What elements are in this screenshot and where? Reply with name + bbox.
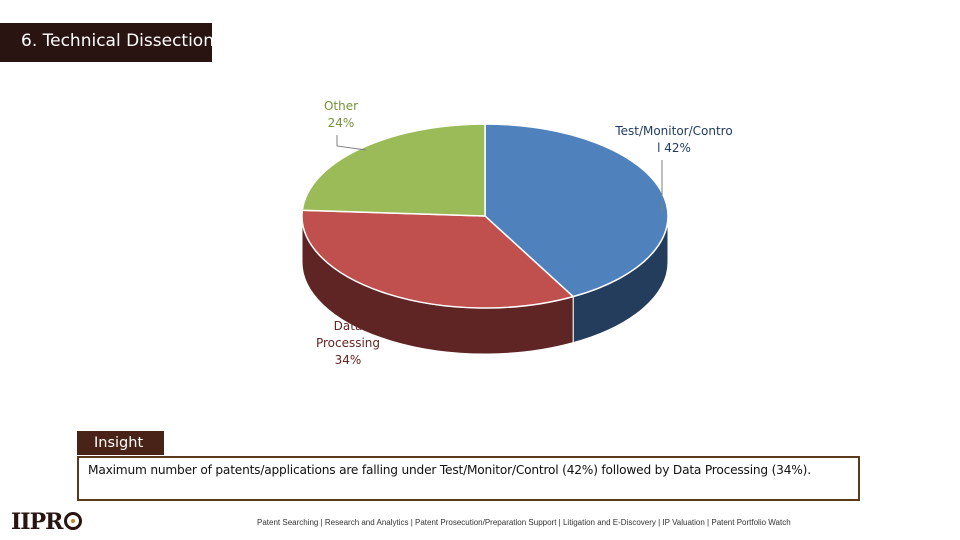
footer-services: Patent Searching | Research and Analytic… [257, 518, 791, 527]
pie-leader-lines [336, 135, 663, 212]
pie-tops [301, 123, 669, 309]
logo-text: IIPR [11, 509, 63, 535]
data-label-0: Test/Monitor/Contro l 42% [614, 124, 732, 155]
data-label-1: Data Processing 34% [316, 319, 380, 367]
insight-text: Maximum number of patents/applications a… [88, 463, 811, 477]
insight-heading: Insight [77, 431, 164, 455]
pie-slice-1 [301, 209, 575, 309]
company-logo: IIPR [11, 509, 83, 535]
pie-slice-2 [301, 123, 486, 217]
leader-line-2 [336, 135, 367, 151]
insight-box: Maximum number of patents/applications a… [77, 456, 860, 501]
logo-ring-icon [64, 512, 83, 530]
data-label-2: Other 24% [324, 99, 358, 130]
slide-title: 6. Technical Dissection [0, 23, 214, 62]
pie-labels: Test/Monitor/Contro l 42% Data Processing 34… [316, 99, 733, 367]
